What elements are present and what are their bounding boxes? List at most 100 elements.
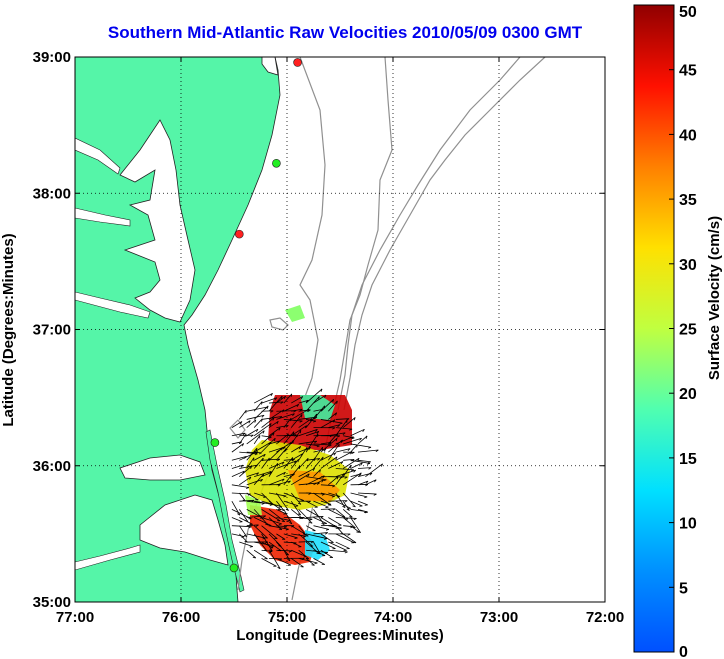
velocity-vector-head [353,469,356,473]
velocity-vector-head [294,460,297,464]
velocity-vector [313,479,324,486]
velocity-vector-head [331,495,335,498]
velocity-vector [246,414,265,420]
velocity-vector [254,492,267,498]
velocity-vector [261,432,275,445]
velocity-vector [239,499,254,502]
velocity-vector-head [252,556,256,559]
velocity-vector [306,443,320,447]
velocity-vector [305,533,328,539]
velocity-vector-head [325,529,330,531]
velocity-vector-head [324,394,327,398]
velocity-vector-head [297,513,301,516]
velocity-vector-head [283,395,286,400]
velocity-vector-head [256,428,259,432]
velocity-vector-head [349,428,353,431]
velocity-vector-head [304,425,307,429]
velocity-vector-head [357,458,360,462]
velocity-vector [283,550,291,562]
velocity-vector [239,434,254,437]
velocity-vector [350,443,372,448]
velocity-vector [291,396,303,404]
velocity-vector-head [362,429,365,432]
velocity-vector-head [242,499,246,502]
velocity-vector [253,533,268,552]
velocity-vector-head [299,517,303,520]
velocity-vector-head [289,521,293,525]
x-tick-label: 75:00 [268,609,306,626]
velocity-vector [239,451,258,455]
velocity-vector [238,509,249,522]
velocity-vector [291,549,307,558]
velocity-vector-head [274,537,278,540]
velocity-vector [291,425,307,437]
velocity-vector [365,479,377,486]
velocity-vector [313,509,325,525]
velocity-vector [246,430,265,445]
x-tick-label: 76:00 [162,609,200,626]
velocity-vector-head [357,530,361,534]
velocity-vector [328,476,339,486]
velocity-vector [305,433,319,453]
velocity-vector [231,421,243,428]
velocity-vector-head [352,505,356,508]
velocity-vector [328,508,349,520]
velocity-vector [239,451,258,461]
velocity-vector [283,431,295,445]
velocity-vector [313,532,328,535]
colorbar-tick-label: 5 [679,580,688,597]
y-axis-label: Latitude (Degrees:Minutes) [0,233,17,426]
colorbar-tick-label: 15 [679,451,697,468]
velocity-vector [320,508,336,510]
velocity-vector-head [263,515,266,518]
velocity-vector-head [346,508,350,511]
velocity-vector [268,550,281,569]
velocity-vector-head [365,480,369,484]
velocity-vector-head [341,515,345,518]
velocity-vector [357,435,368,445]
velocity-vector-head [280,401,284,404]
velocity-vector [283,541,297,544]
chart-title: Southern Mid-Atlantic Raw Velocities 201… [108,23,583,42]
velocity-vector [328,443,340,461]
velocity-vector-head [278,545,282,547]
velocity-vector-head [300,396,304,400]
velocity-vector-head [268,436,272,439]
velocity-vector-head [340,461,344,465]
velocity-vector [328,400,338,412]
velocity-vector-head [316,445,320,448]
velocity-vector-head [299,420,303,423]
velocity-vector [298,509,313,524]
delaware-bay [261,57,279,76]
velocity-vector [246,447,258,461]
velocity-vector [276,395,286,404]
velocity-vector-head [359,437,362,441]
velocity-vector [253,441,272,453]
velocity-vector [238,410,247,420]
velocity-vector [291,558,304,568]
velocity-vector-head [281,395,283,400]
velocity-vector [328,517,342,526]
velocity-vector [357,480,369,486]
velocity-vector [313,394,327,404]
velocity-vector [254,541,275,547]
velocity-vector-head [318,396,320,400]
velocity-vector [283,509,293,525]
velocity-vector [328,461,344,469]
velocity-vector [313,500,329,508]
velocity-vector-head [265,541,269,544]
velocity-vector [298,467,315,478]
x-tick-label: 77:00 [56,609,94,626]
velocity-vector [239,541,253,547]
velocity-vector [306,516,324,518]
velocity-vector-head [278,523,282,525]
velocity-vector-head [276,421,279,425]
velocity-vector [283,492,304,501]
colorbar [633,4,675,653]
velocity-vector [335,448,351,453]
velocity-vector [291,453,304,461]
velocity-vector [328,549,348,553]
velocity-vector-head [283,472,286,475]
velocity-vector-head [293,410,297,413]
velocity-vector [261,397,277,404]
